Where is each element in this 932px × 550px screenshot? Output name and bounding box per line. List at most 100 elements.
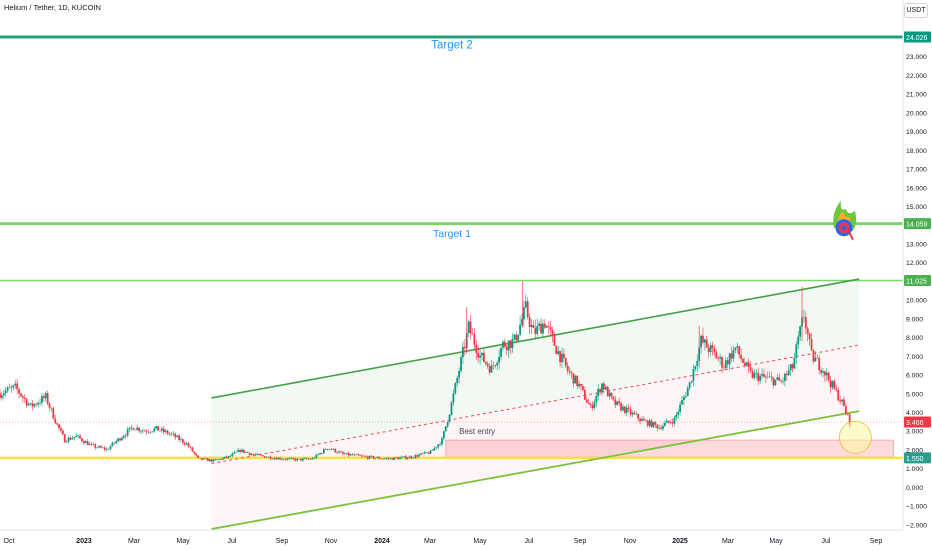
candle-body: [96, 447, 99, 449]
candle-body: [311, 458, 314, 460]
candle-body: [751, 370, 754, 378]
candle-body: [103, 447, 106, 450]
candle-body: [244, 451, 247, 453]
x-tick-label: Mar: [128, 538, 141, 545]
candle-body: [740, 354, 742, 359]
candle-body: [818, 357, 821, 371]
candle-body: [42, 396, 45, 399]
candle-body: [635, 414, 638, 415]
candle-body: [101, 447, 104, 449]
candle-body: [711, 345, 714, 349]
candle-body: [572, 373, 575, 384]
candle-body: [707, 347, 710, 352]
candle-body: [795, 344, 798, 358]
candle-body: [648, 420, 651, 426]
candle-body: [237, 449, 240, 452]
x-tick-label: May: [769, 538, 783, 545]
candle-body: [153, 428, 156, 432]
candle-body: [509, 340, 512, 348]
candle-body: [776, 377, 779, 380]
candle-body: [507, 340, 510, 351]
candle-body: [199, 457, 201, 459]
candle-body: [764, 376, 767, 378]
candle-body: [164, 430, 167, 433]
candle-body: [223, 456, 226, 459]
candle-body: [627, 407, 630, 409]
candle-body: [349, 454, 352, 456]
candle-body: [650, 420, 653, 428]
y-tick-label: 13.000: [906, 241, 927, 248]
candle-body: [700, 335, 702, 348]
candle-body: [665, 420, 668, 423]
candle-body: [496, 362, 499, 366]
candle-body: [442, 431, 445, 439]
channel-lower-zone: [211, 345, 860, 530]
candle-body: [458, 370, 461, 378]
candle-body: [37, 403, 40, 405]
candle-body: [679, 404, 682, 412]
candle-body: [282, 459, 285, 460]
candle-body: [785, 373, 788, 376]
candle-body: [568, 371, 571, 373]
candle-body: [719, 357, 722, 359]
candle-body: [378, 457, 381, 459]
y-tick-label: 0.000: [906, 485, 923, 492]
candle-body: [145, 431, 148, 432]
target-arrow: [845, 225, 854, 241]
candle-body: [522, 307, 525, 320]
candle-body: [391, 458, 394, 460]
candle-body: [126, 429, 129, 436]
candle-body: [540, 323, 542, 334]
price-label-text: 24.026: [906, 35, 928, 42]
candle-body: [486, 363, 489, 367]
candle-body: [846, 413, 849, 415]
candle-body: [574, 375, 577, 384]
candle-body: [82, 441, 85, 444]
candle-body: [364, 456, 367, 457]
candle-body: [823, 371, 826, 376]
candle-body: [502, 341, 504, 348]
candle-body: [343, 453, 346, 455]
candle-body: [202, 458, 205, 460]
candle-body: [351, 454, 354, 456]
price-label-box: [904, 452, 931, 464]
candle-body: [562, 353, 565, 358]
candle-body: [206, 458, 209, 462]
candle-body: [168, 433, 171, 435]
candle-body: [183, 442, 186, 445]
candle-body: [397, 457, 400, 460]
candle-body: [844, 406, 847, 414]
candle-body: [723, 367, 725, 369]
candle-body: [105, 448, 108, 450]
candle-body: [303, 458, 306, 459]
currency-selector[interactable]: USDT: [904, 3, 928, 18]
candle-body: [157, 426, 160, 431]
candle-body: [75, 435, 78, 438]
candle-body: [284, 459, 287, 460]
channel-upper-zone: [211, 279, 860, 464]
candle-body: [759, 375, 762, 382]
candle-body: [132, 427, 135, 430]
candle-body: [35, 403, 38, 405]
candle-body: [124, 435, 127, 437]
candle-body: [347, 453, 350, 456]
candle-body: [166, 430, 169, 434]
candle-body: [117, 438, 120, 442]
candle-body: [338, 451, 341, 453]
candle-body: [393, 457, 396, 460]
candle-body: [770, 376, 773, 378]
candle-body: [766, 376, 769, 378]
candle-body: [534, 328, 537, 334]
candle-body: [606, 386, 609, 397]
candle-body: [130, 427, 133, 429]
candle-body: [753, 372, 756, 378]
candle-body: [703, 339, 706, 343]
candle-body: [292, 458, 295, 459]
y-tick-label: 16.000: [906, 185, 927, 192]
candle-body: [404, 456, 407, 459]
candle-body: [561, 353, 563, 363]
candle-body: [557, 351, 560, 355]
candle-body: [696, 360, 699, 366]
candle-body: [460, 357, 462, 371]
